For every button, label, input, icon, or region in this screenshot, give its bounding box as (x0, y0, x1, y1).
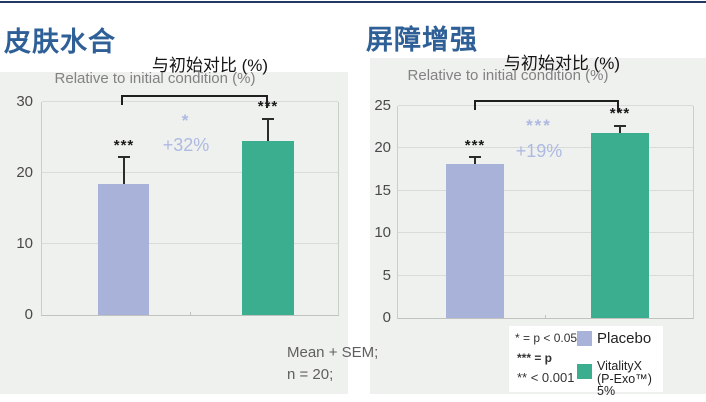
legend-swatch-placebo (577, 331, 592, 346)
legend-note-p005: * = p < 0.05 (515, 331, 578, 345)
top-divider (0, 1, 706, 3)
bar-vitalityx (591, 133, 649, 318)
x-axis-tick (545, 315, 546, 319)
chart-title: 皮肤水合 (4, 27, 116, 57)
footnote: Mean + SEM; n = 20; (287, 342, 378, 386)
gridline (398, 189, 693, 191)
y-tick-label: 0 (382, 308, 391, 326)
legend-label-vitalityx: VitalityX (P-Exo™) 5% (597, 360, 663, 398)
x-axis-tick (190, 312, 191, 316)
legend-note-p: *** = p (517, 351, 553, 365)
chart-subtitle-cn: 与初始对比 (%) (503, 54, 621, 73)
y-tick-label: 20 (16, 163, 33, 181)
y-tick-label: 15 (374, 181, 391, 199)
error-bar-placebo (469, 156, 481, 164)
y-tick-label: 30 (16, 92, 33, 110)
footnote-line1: Mean + SEM; (287, 344, 379, 361)
chart-subtitle-en: Relative to initial condition (%) (54, 70, 256, 87)
error-bar-placebo (118, 155, 130, 184)
gridlines (398, 105, 693, 318)
plot-area: *** *** * +32% (41, 95, 339, 316)
gridline (398, 105, 693, 106)
error-bar-vitalityx (262, 117, 274, 142)
significance-marker-placebo: *** (464, 136, 486, 154)
y-tick-label: 20 (374, 139, 391, 157)
footnote-line2: n = 20; (287, 366, 334, 383)
gridline (398, 147, 693, 149)
comparison-bracket (121, 95, 268, 108)
y-tick-label: 5 (382, 266, 391, 284)
legend-label-vitalityx-line1: VitalityX (597, 359, 642, 373)
comparison-delta: +32% (162, 135, 210, 155)
y-tick-label: 10 (16, 234, 33, 252)
y-tick-label: 0 (24, 305, 33, 323)
bar-vitalityx (242, 141, 294, 315)
gridline (42, 172, 338, 174)
legend-label-placebo: Placebo (597, 330, 652, 347)
significance-marker-vitalityx: *** (257, 98, 279, 116)
y-axis: 0 5 10 15 20 25 (355, 98, 391, 325)
significance-marker-placebo: *** (113, 136, 135, 154)
gridline (42, 243, 338, 245)
plot-area: *** *** *** +19% (397, 100, 694, 319)
comparison-bracket (474, 100, 619, 112)
comparison-significance: *** (526, 116, 552, 135)
chart-subtitle-en: Relative to initial condition (%) (407, 67, 609, 84)
legend-swatch-vitalityx (577, 364, 592, 379)
chart-subtitle-cn: 与初始对比 (%) (151, 56, 269, 75)
gridlines (42, 101, 338, 315)
y-axis: 0 10 20 30 (0, 94, 33, 322)
error-bar-vitalityx (614, 124, 626, 134)
legend-note-p0001: ** < 0.001 (517, 370, 575, 385)
gridline (42, 101, 338, 102)
comparison-delta: +19% (515, 141, 563, 161)
legend-label-vitalityx-line2: (P-Exo™) 5% (597, 371, 652, 398)
significance-marker-vitalityx: *** (609, 105, 631, 123)
legend: * = p < 0.05 *** = p ** < 0.001 Placebo … (509, 326, 663, 397)
bar-placebo (98, 183, 149, 315)
gridline (398, 274, 693, 276)
gridline (398, 232, 693, 234)
y-tick-label: 25 (374, 96, 391, 114)
chart-title: 屏障增强 (366, 25, 478, 55)
bar-placebo (446, 163, 504, 318)
comparison-significance: * (181, 111, 191, 130)
y-tick-label: 10 (374, 223, 391, 241)
